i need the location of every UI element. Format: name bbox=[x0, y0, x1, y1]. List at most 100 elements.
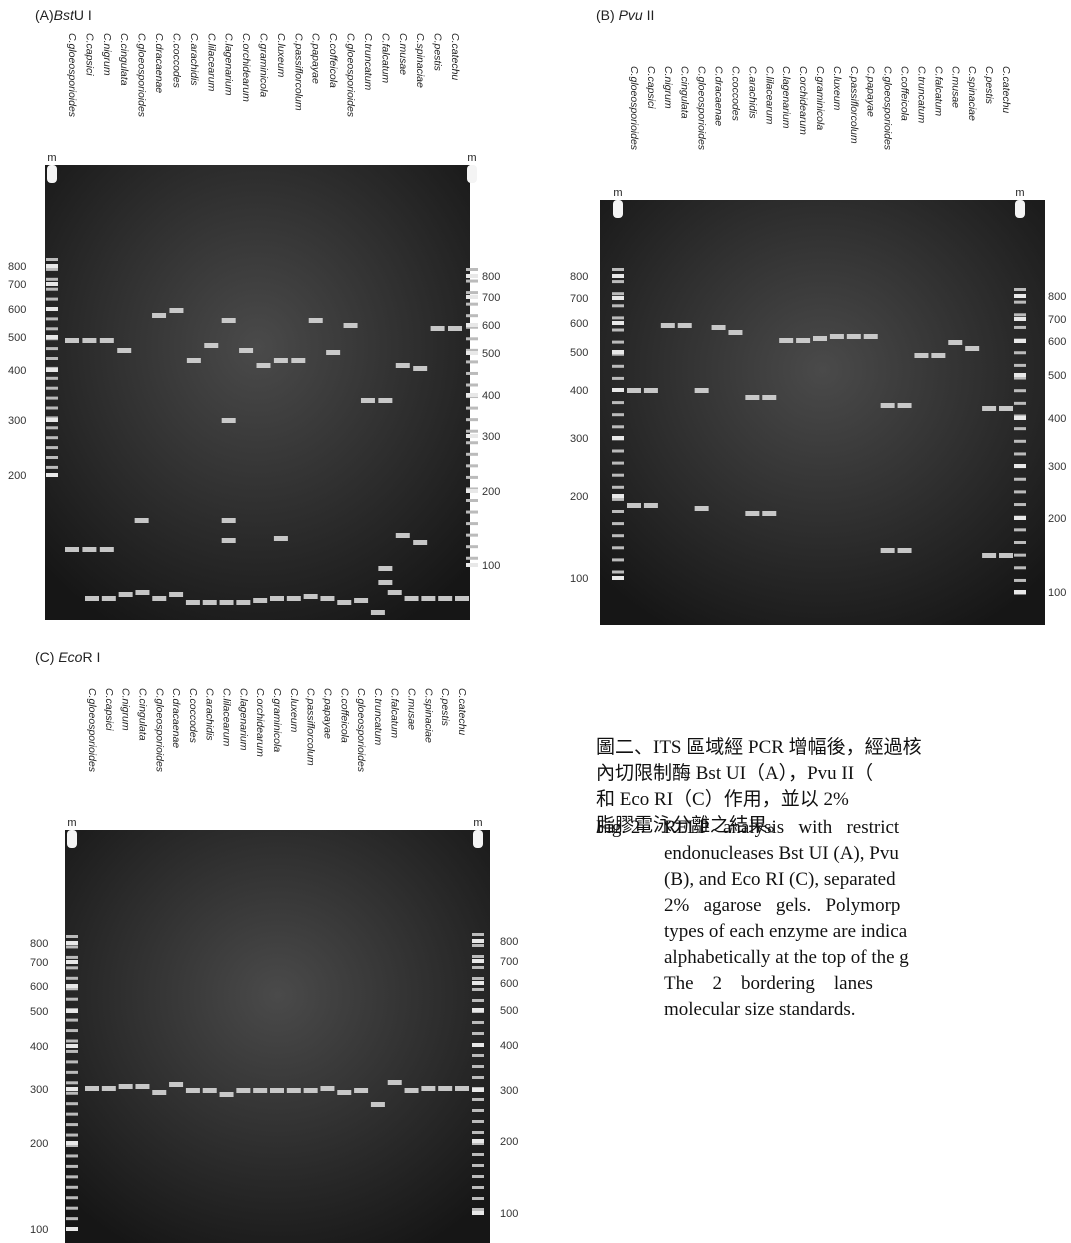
ladder-band bbox=[466, 510, 478, 514]
band bbox=[82, 547, 97, 552]
ladder-band bbox=[46, 307, 58, 311]
ladder-band bbox=[46, 473, 58, 477]
ladder-band bbox=[472, 1142, 484, 1145]
ladder-band bbox=[46, 357, 58, 360]
band bbox=[387, 1080, 402, 1085]
ladder-band bbox=[612, 546, 624, 550]
lane-label: C.coccodes bbox=[170, 33, 182, 89]
lane-label: C.truncatum bbox=[915, 66, 927, 123]
ladder-band bbox=[472, 981, 484, 985]
ladder-band bbox=[466, 418, 478, 422]
band bbox=[236, 1088, 251, 1093]
band bbox=[303, 594, 318, 599]
ladder-band bbox=[1014, 553, 1026, 557]
ladder-band bbox=[612, 534, 624, 538]
band bbox=[221, 318, 236, 323]
ladder-band bbox=[472, 933, 484, 936]
band bbox=[152, 313, 167, 318]
ladder-band bbox=[472, 1065, 484, 1068]
band bbox=[65, 338, 79, 343]
band bbox=[982, 406, 997, 411]
well bbox=[1015, 200, 1025, 218]
caption-line: 2% agarose gels. Polymorp bbox=[664, 895, 901, 916]
band bbox=[455, 1086, 469, 1091]
caption-line: 脂膠電泳分離之結果。 bbox=[596, 815, 787, 836]
band bbox=[948, 340, 963, 345]
band bbox=[236, 600, 251, 605]
ladder-band bbox=[66, 941, 78, 945]
ladder-band bbox=[1014, 503, 1026, 507]
band bbox=[169, 1082, 184, 1087]
lane-label: C.graminicola bbox=[258, 33, 270, 97]
band bbox=[239, 348, 254, 353]
lane-label: C.nigrum bbox=[120, 688, 132, 731]
band bbox=[320, 596, 335, 601]
ladder-band bbox=[66, 1060, 78, 1064]
ladder-band bbox=[1014, 477, 1026, 481]
lane-label: C.luxeum bbox=[831, 66, 843, 111]
band bbox=[354, 598, 369, 603]
band bbox=[395, 363, 410, 368]
size-label: 600 bbox=[482, 320, 500, 332]
ladder-band bbox=[612, 436, 624, 440]
ladder-band bbox=[612, 522, 624, 526]
band bbox=[982, 553, 997, 558]
ladder-band bbox=[612, 364, 624, 368]
lane-label: C.pestis bbox=[983, 66, 995, 105]
band bbox=[404, 596, 419, 601]
lane-label: C.graminicola bbox=[271, 688, 283, 752]
lane-label: C.pestis bbox=[432, 33, 444, 72]
band bbox=[643, 503, 658, 508]
ladder-band bbox=[1014, 339, 1026, 343]
size-label: 400 bbox=[30, 1041, 48, 1053]
size-label: 100 bbox=[30, 1224, 48, 1236]
ladder-band bbox=[466, 323, 478, 327]
band bbox=[627, 388, 641, 393]
lane-label: C.truncatum bbox=[372, 688, 384, 745]
band bbox=[846, 334, 861, 339]
ladder-band bbox=[466, 464, 478, 468]
band bbox=[99, 338, 114, 343]
ladder-band bbox=[472, 1109, 484, 1112]
ladder-band bbox=[472, 999, 484, 1002]
caption-line: The 2 bordering lanes bbox=[664, 973, 873, 994]
ladder-band bbox=[466, 314, 478, 318]
band bbox=[320, 1086, 335, 1091]
band bbox=[455, 596, 469, 601]
ladder-band bbox=[66, 1227, 78, 1231]
band bbox=[135, 590, 150, 595]
title-part: Bst bbox=[54, 7, 75, 23]
ladder-band bbox=[1014, 373, 1026, 377]
ladder-band bbox=[466, 533, 478, 537]
ladder-band bbox=[66, 984, 78, 988]
lane-label: C.nigrum bbox=[101, 33, 113, 76]
size-label: 100 bbox=[570, 573, 588, 585]
lane-label: C.capsici bbox=[103, 688, 115, 731]
ladder-band bbox=[472, 1131, 484, 1134]
ladder-band bbox=[66, 1144, 78, 1147]
well bbox=[67, 830, 77, 848]
ladder-band bbox=[46, 264, 58, 268]
size-label: 400 bbox=[482, 390, 500, 402]
ladder-band bbox=[472, 1021, 484, 1024]
band bbox=[829, 334, 844, 339]
lane-label: C.passiflorcolum bbox=[848, 66, 860, 144]
caption-line: molecular size standards. bbox=[664, 999, 856, 1020]
lane-label: C.musae bbox=[949, 66, 961, 108]
caption-line: alphabetically at the top of the g bbox=[664, 947, 909, 968]
ladder-band bbox=[46, 406, 58, 410]
ladder-band bbox=[612, 376, 624, 380]
ladder-band bbox=[1014, 351, 1026, 355]
band bbox=[762, 511, 777, 516]
band bbox=[326, 350, 341, 355]
band bbox=[677, 323, 692, 328]
title-part: II bbox=[643, 7, 655, 23]
ladder-band bbox=[472, 1054, 484, 1057]
ladder-band bbox=[66, 1039, 78, 1043]
size-label: 200 bbox=[500, 1136, 518, 1148]
band bbox=[438, 1086, 453, 1091]
lane-label: C.truncatum bbox=[362, 33, 374, 90]
ladder-band bbox=[66, 1141, 78, 1145]
ladder-band bbox=[1014, 452, 1026, 456]
band bbox=[101, 596, 116, 601]
